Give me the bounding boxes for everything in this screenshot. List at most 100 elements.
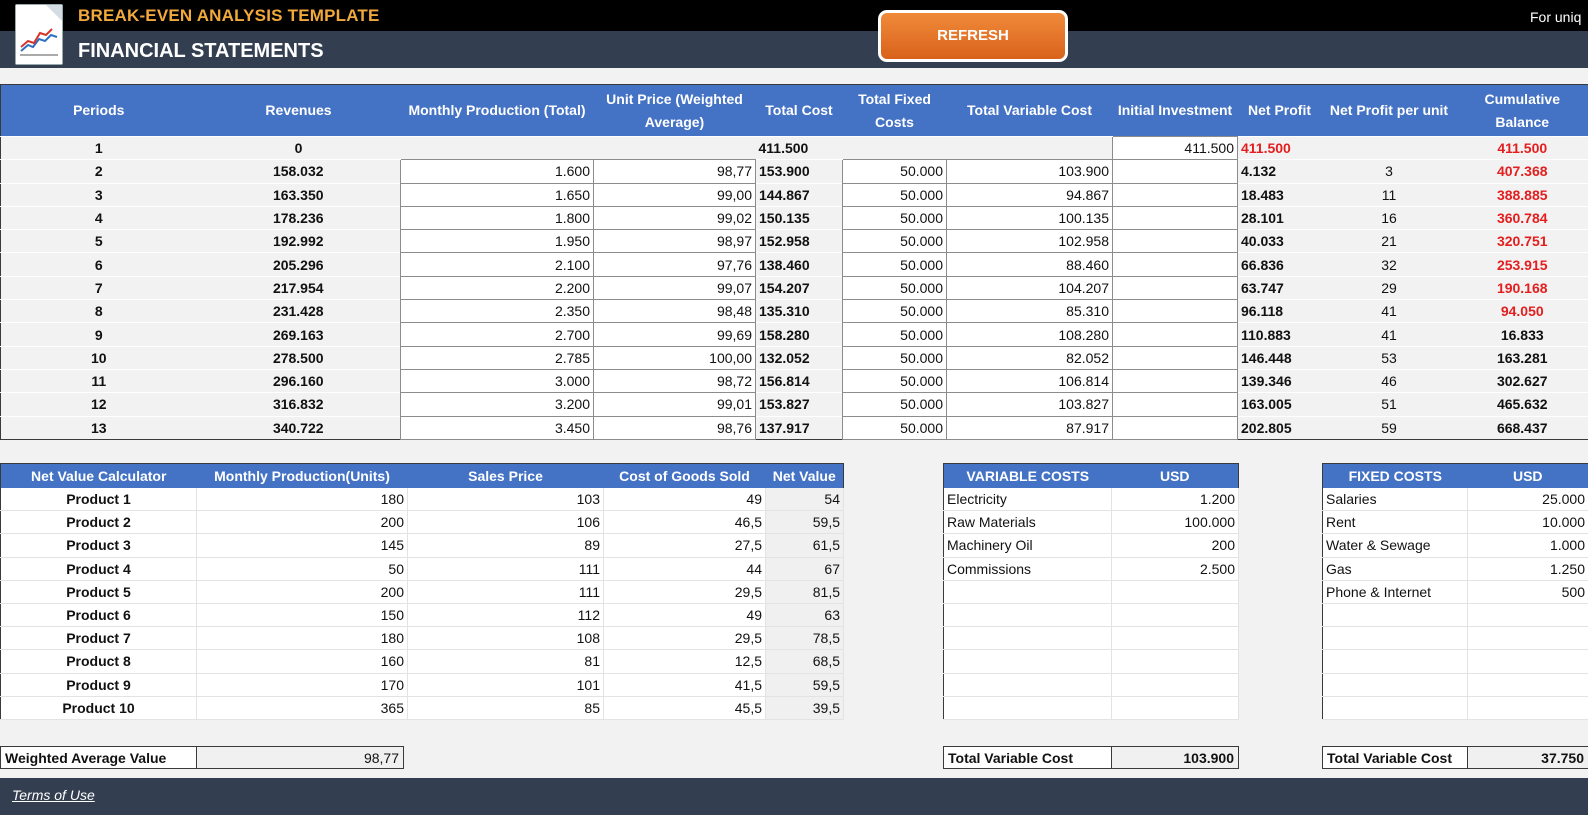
product-units-cell[interactable]: 200 <box>196 580 408 604</box>
fixed-cost-cell[interactable]: 50.000 <box>842 392 947 417</box>
fixed-cost-value-cell[interactable] <box>1467 626 1588 651</box>
production-cell[interactable]: 1.800 <box>400 205 594 231</box>
variable-cost-cell[interactable]: 102.958 <box>946 229 1113 254</box>
fixed-cost-name-cell[interactable]: Gas <box>1322 557 1468 581</box>
fixed-cost-cell[interactable]: 50.000 <box>842 229 947 254</box>
product-cogs-cell[interactable]: 29,5 <box>603 626 766 651</box>
fixed-cost-cell[interactable]: 50.000 <box>842 205 947 231</box>
product-price-cell[interactable]: 111 <box>407 557 604 581</box>
product-cogs-cell[interactable]: 41,5 <box>603 673 766 697</box>
variable-cost-value-cell[interactable] <box>1111 673 1239 697</box>
fixed-cost-value-cell[interactable]: 1.250 <box>1467 557 1588 581</box>
product-cogs-cell[interactable]: 29,5 <box>603 580 766 604</box>
fixed-cost-name-cell[interactable]: Water & Sewage <box>1322 533 1468 558</box>
fixed-cost-name-cell[interactable] <box>1322 649 1468 674</box>
variable-cost-value-cell[interactable] <box>1111 603 1239 628</box>
product-cogs-cell[interactable]: 49 <box>603 603 766 628</box>
product-price-cell[interactable]: 101 <box>407 673 604 697</box>
product-units-cell[interactable]: 160 <box>196 649 408 674</box>
product-units-cell[interactable]: 150 <box>196 603 408 628</box>
production-cell[interactable]: 2.200 <box>400 275 594 301</box>
variable-cost-name-cell[interactable] <box>943 626 1112 651</box>
fixed-cost-cell[interactable]: 50.000 <box>842 299 947 324</box>
unit-price-cell[interactable]: 98,97 <box>593 229 756 254</box>
product-price-cell[interactable]: 111 <box>407 580 604 604</box>
product-price-cell[interactable]: 106 <box>407 510 604 535</box>
initial-investment-cell[interactable] <box>1112 252 1238 277</box>
fixed-cost-value-cell[interactable] <box>1467 696 1588 720</box>
fixed-cost-name-cell[interactable]: Rent <box>1322 510 1468 535</box>
variable-cost-value-cell[interactable]: 200 <box>1111 533 1239 558</box>
fixed-cost-cell[interactable]: 50.000 <box>842 275 947 301</box>
fixed-cost-value-cell[interactable] <box>1467 649 1588 674</box>
product-cogs-cell[interactable]: 46,5 <box>603 510 766 535</box>
variable-cost-value-cell[interactable]: 2.500 <box>1111 557 1239 581</box>
production-cell[interactable]: 1.950 <box>400 229 594 254</box>
variable-cost-name-cell[interactable]: Raw Materials <box>943 510 1112 535</box>
production-cell[interactable]: 3.200 <box>400 392 594 417</box>
variable-cost-value-cell[interactable]: 100.000 <box>1111 510 1239 535</box>
variable-cost-name-cell[interactable] <box>943 673 1112 697</box>
product-price-cell[interactable]: 89 <box>407 533 604 558</box>
variable-cost-cell[interactable]: 103.900 <box>946 159 1113 184</box>
production-cell[interactable]: 3.000 <box>400 368 594 394</box>
product-cogs-cell[interactable]: 44 <box>603 557 766 581</box>
variable-cost-value-cell[interactable]: 1.200 <box>1111 487 1239 512</box>
refresh-button[interactable]: REFRESH <box>878 10 1068 62</box>
fixed-cost-value-cell[interactable]: 25.000 <box>1467 487 1588 512</box>
variable-cost-value-cell[interactable] <box>1111 626 1239 651</box>
product-units-cell[interactable]: 200 <box>196 510 408 535</box>
initial-investment-cell[interactable] <box>1112 368 1238 394</box>
production-cell[interactable]: 1.600 <box>400 159 594 184</box>
product-price-cell[interactable]: 112 <box>407 603 604 628</box>
fixed-cost-value-cell[interactable] <box>1467 603 1588 628</box>
variable-cost-name-cell[interactable]: Commissions <box>943 557 1112 581</box>
variable-cost-cell[interactable]: 85.310 <box>946 299 1113 324</box>
product-cogs-cell[interactable]: 45,5 <box>603 696 766 720</box>
product-units-cell[interactable]: 365 <box>196 696 408 720</box>
production-cell[interactable]: 2.100 <box>400 252 594 277</box>
initial-investment-cell[interactable] <box>1112 299 1238 324</box>
unit-price-cell[interactable]: 98,48 <box>593 299 756 324</box>
variable-cost-cell[interactable]: 100.135 <box>946 205 1113 231</box>
initial-investment-cell[interactable] <box>1112 322 1238 347</box>
variable-cost-name-cell[interactable] <box>943 696 1112 720</box>
unit-price-cell[interactable]: 99,00 <box>593 182 756 207</box>
production-cell[interactable]: 2.350 <box>400 299 594 324</box>
initial-investment-cell[interactable] <box>1112 345 1238 370</box>
fixed-cost-cell[interactable]: 50.000 <box>842 322 947 347</box>
variable-cost-cell[interactable]: 104.207 <box>946 275 1113 301</box>
unit-price-cell[interactable]: 99,01 <box>593 392 756 417</box>
initial-investment-cell[interactable] <box>1112 159 1238 184</box>
product-cogs-cell[interactable]: 27,5 <box>603 533 766 558</box>
unit-price-cell[interactable]: 99,02 <box>593 205 756 231</box>
fixed-cost-cell[interactable]: 50.000 <box>842 415 947 440</box>
product-units-cell[interactable]: 50 <box>196 557 408 581</box>
variable-cost-name-cell[interactable]: Electricity <box>943 487 1112 512</box>
variable-cost-cell[interactable]: 88.460 <box>946 252 1113 277</box>
product-cogs-cell[interactable]: 49 <box>603 487 766 512</box>
fixed-cost-name-cell[interactable] <box>1322 673 1468 697</box>
variable-cost-value-cell[interactable] <box>1111 696 1239 720</box>
fixed-cost-name-cell[interactable] <box>1322 696 1468 720</box>
variable-cost-cell[interactable]: 87.917 <box>946 415 1113 440</box>
variable-cost-cell[interactable]: 94.867 <box>946 182 1113 207</box>
fixed-cost-cell[interactable]: 50.000 <box>842 159 947 184</box>
variable-cost-name-cell[interactable] <box>943 649 1112 674</box>
product-price-cell[interactable]: 85 <box>407 696 604 720</box>
production-cell[interactable]: 3.450 <box>400 415 594 440</box>
fixed-cost-value-cell[interactable]: 1.000 <box>1467 533 1588 558</box>
unit-price-cell[interactable]: 99,69 <box>593 322 756 347</box>
variable-cost-cell[interactable]: 103.827 <box>946 392 1113 417</box>
production-cell[interactable]: 2.785 <box>400 345 594 370</box>
variable-cost-name-cell[interactable] <box>943 580 1112 604</box>
product-cogs-cell[interactable]: 12,5 <box>603 649 766 674</box>
initial-investment-cell[interactable] <box>1112 275 1238 301</box>
fixed-cost-name-cell[interactable] <box>1322 626 1468 651</box>
fixed-cost-cell[interactable]: 50.000 <box>842 182 947 207</box>
fixed-cost-name-cell[interactable]: Phone & Internet <box>1322 580 1468 604</box>
terms-of-use-link[interactable]: Terms of Use <box>12 787 95 803</box>
unit-price-cell[interactable]: 99,07 <box>593 275 756 301</box>
production-cell[interactable]: 1.650 <box>400 182 594 207</box>
fixed-cost-value-cell[interactable]: 500 <box>1467 580 1588 604</box>
